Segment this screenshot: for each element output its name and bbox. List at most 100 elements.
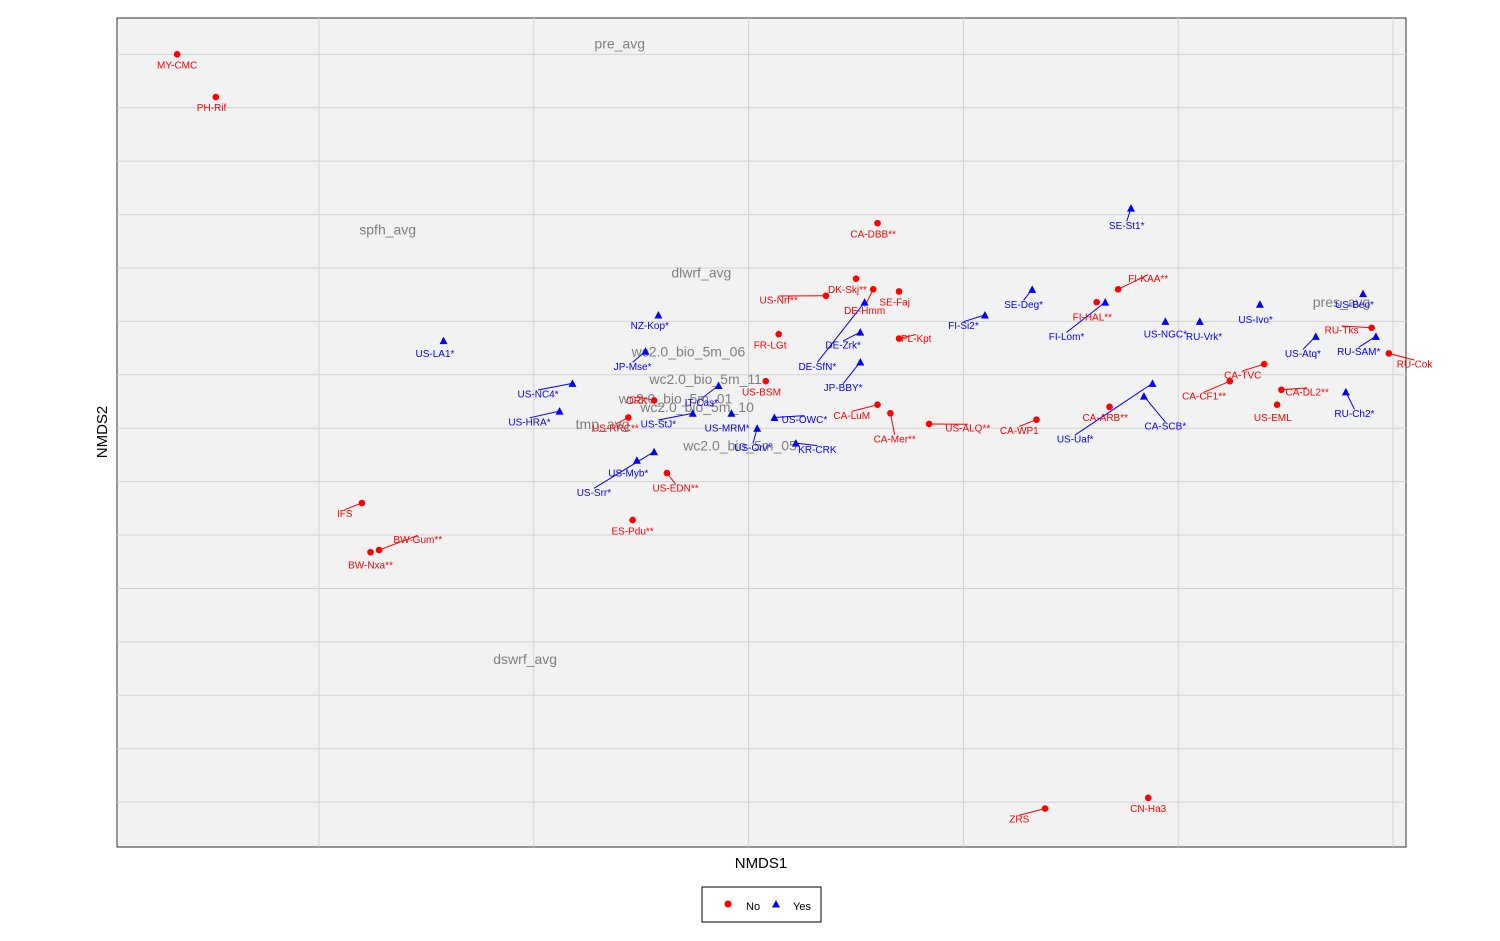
site-label: RU-SAM* [1337,347,1380,358]
label-connector [378,534,418,551]
point-no-circle [874,401,881,409]
site-label: FI-Si2* [948,321,979,332]
site-label: US-LA1* [416,349,455,360]
label-connector [1388,352,1415,361]
env-label: dlwrf_avg [671,264,731,280]
label-connector [842,361,861,384]
point-no-circle [629,516,636,524]
site-label: US-Uaf* [1057,434,1094,445]
site-label: IT-Cas* [685,398,718,409]
legend-key-no-circle [724,900,732,908]
site-label: CA-Mer** [874,434,916,445]
env-label: wc2.0_bio_5m_01 [618,390,733,406]
point-yes-triangle [1139,392,1148,400]
site-label: US-Orv* [734,443,771,454]
point-yes-triangle [1311,332,1320,340]
label-connector [658,412,693,421]
env-vector-labels: pre_avg spfh_avg dlwrf_avg pres_avg wc2.0_bi… [359,36,1370,667]
label-connector [593,451,655,489]
env-label: tmp_avg [576,416,630,432]
env-label: wc2.0_bio_5m_10 [639,399,754,415]
point-yes-triangle [650,447,659,456]
label-connector [1203,380,1231,393]
point-no-circle [650,397,658,404]
site-label: RU-Tks [1325,325,1359,336]
site-label: US-NC4* [518,390,559,401]
point-yes-triangle [688,409,697,417]
site-label: DE-Hmm [844,306,885,317]
point-yes-triangle [753,424,762,432]
plot-panel [116,17,1407,848]
legend-box [701,886,822,923]
env-label: wc2.0_bio_5m_05 [682,437,797,453]
point-no-circle [375,546,383,554]
point-yes-triangle [641,347,650,355]
point-no-circle [852,275,860,282]
point-no-circle [869,286,877,293]
site-label: JP-Mse* [614,362,652,373]
point-yes-triangle [568,379,577,387]
site-label: DE-Zrk* [825,340,861,351]
point-no-circle [1144,794,1152,802]
site-label: CA-DL2** [1285,387,1328,398]
label-connector [529,410,560,419]
label-connector [1019,808,1046,816]
site-label: RU-Vrk* [1186,332,1222,343]
point-no-circle [762,377,770,385]
label-connector [963,314,986,323]
site-label: ZRS [1009,815,1029,826]
site-label: IFS [337,509,353,520]
site-label: RU-Ch2* [1334,409,1374,420]
point-yes-triangle [1101,298,1110,306]
site-label: US-RRC** [592,424,639,435]
point-no-circle [895,335,903,342]
point-yes-triangle [1341,387,1350,396]
env-label: dswrf_avg [493,651,557,667]
point-no-circle [1033,416,1040,423]
site-label: ES-Pdu** [611,526,653,537]
label-connector [1242,363,1265,372]
point-no-circle [663,469,671,477]
site-label: CA-TVC [1224,370,1261,381]
site-label: US-Srr* [577,488,612,499]
point-no-circle [1041,805,1049,812]
point-yes-triangle [856,357,865,366]
site-label: CA-LuM [833,411,870,422]
site-label: DE-SfN* [798,362,836,373]
site-label: BW-Gum** [393,535,442,546]
site-label: PL-Kpt [901,334,932,345]
site-label: US-Myb* [608,469,648,480]
point-yes-triangle [632,456,641,464]
point-no-circle [1114,286,1122,293]
point-yes-triangle [980,310,989,319]
site-label: US-HRA* [508,417,550,428]
point-no-circle [887,409,894,417]
point-yes-triangle [555,407,564,415]
point-yes-triangle [1359,289,1368,298]
point-no-circle [874,219,881,227]
site-label: US-MRM* [705,424,750,435]
point-yes-triangle [1255,300,1264,308]
site-label: CA-ARB** [1082,413,1128,424]
env-label: pre_avg [594,36,645,52]
site-label: SE-Faj [879,298,910,309]
site-label: KR-CRK [798,445,837,456]
site-label: JP-BBY* [824,383,863,394]
point-no-circle [367,548,374,556]
label-connector [889,413,896,436]
site-label: FI-KAA** [1128,274,1168,285]
env-label: wc2.0_bio_5m_06 [631,343,746,359]
site-label: US-Nrf** [760,296,798,307]
site-label: US-BSM [742,387,781,398]
site-label: US-NGC* [1144,330,1187,341]
site-label: CA-SCB* [1145,422,1187,433]
label-connector [1341,325,1372,329]
point-yes-triangle [1371,332,1380,340]
point-no-circle [822,292,830,300]
site-label: FI-HAL** [1073,313,1113,324]
label-connector [537,382,573,391]
site-label: CN-Ha3 [1130,804,1167,815]
site-label: US-ALQ** [945,424,990,435]
label-connector [774,415,805,419]
point-no-circle [1385,350,1393,357]
